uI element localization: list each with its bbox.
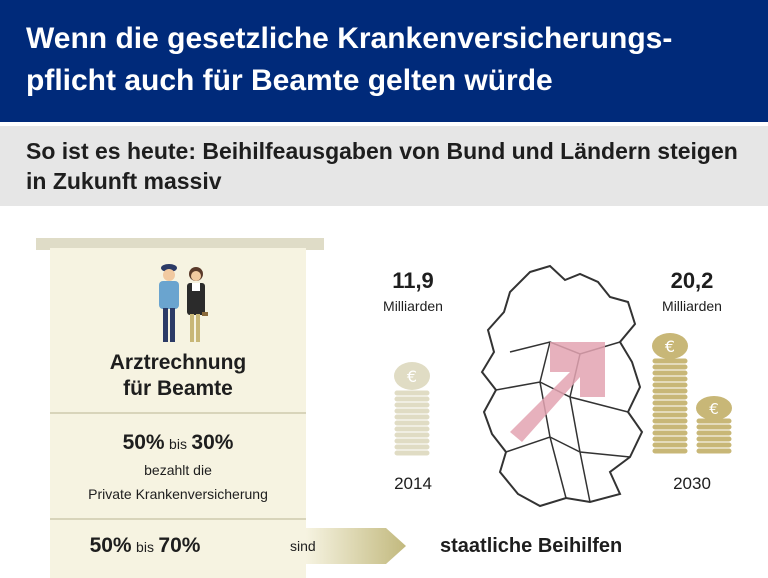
year-2014: 2014 xyxy=(394,474,432,493)
arrow-band xyxy=(306,528,406,564)
pct-to: 30% xyxy=(191,431,234,454)
invoice-document: Arztrechnung für Beamte 50% bis 30% beza… xyxy=(50,248,306,578)
unit-2030: Milliarden xyxy=(662,298,722,314)
page-title: Wenn die gesetzliche Krankenversicherung… xyxy=(26,22,673,97)
pct-to: 70% xyxy=(158,534,201,557)
sind-label: sind xyxy=(290,538,316,554)
invoice-label-line2: für Beamte xyxy=(123,377,233,400)
divider xyxy=(50,518,306,520)
invoice-label-line1: Arztrechnung xyxy=(109,351,247,374)
svg-text:€: € xyxy=(709,400,719,418)
judge-icon xyxy=(187,267,208,342)
euro-coin-icon: € xyxy=(393,362,431,457)
police-officer-icon xyxy=(159,264,179,342)
subheader-banner: So ist es heute: Beihilfeausgaben von Bu… xyxy=(0,126,768,206)
share-state: 50% bis 70% xyxy=(50,534,240,558)
pct-from: 50% xyxy=(89,534,132,557)
divider xyxy=(50,412,306,414)
insurer-label: Private Krankenversicherung xyxy=(88,486,268,502)
value-2030: 20,2 xyxy=(670,268,714,293)
subheader-title: So ist es heute: Beihilfeausgaben von Bu… xyxy=(26,138,738,194)
bis-label: bis xyxy=(136,539,154,555)
paid-by-label: bezahlt die xyxy=(144,462,212,478)
state-subsidies-label: staatliche Beihilfen xyxy=(440,535,623,557)
value-2014: 11,9 xyxy=(392,268,434,293)
share-insurance: 50% bis 30% xyxy=(50,431,306,455)
header-banner: Wenn die gesetzliche Krankenversicherung… xyxy=(0,0,768,122)
document-roll-top xyxy=(36,238,324,250)
unit-2014: Milliarden xyxy=(383,298,443,314)
svg-text:€: € xyxy=(665,337,675,356)
pct-from: 50% xyxy=(122,431,165,454)
bis-label: bis xyxy=(169,436,187,452)
euro-coin-icon: € € xyxy=(651,333,733,455)
germany-map-icon xyxy=(480,264,644,508)
svg-text:€: € xyxy=(407,367,417,386)
year-2030: 2030 xyxy=(673,474,711,493)
